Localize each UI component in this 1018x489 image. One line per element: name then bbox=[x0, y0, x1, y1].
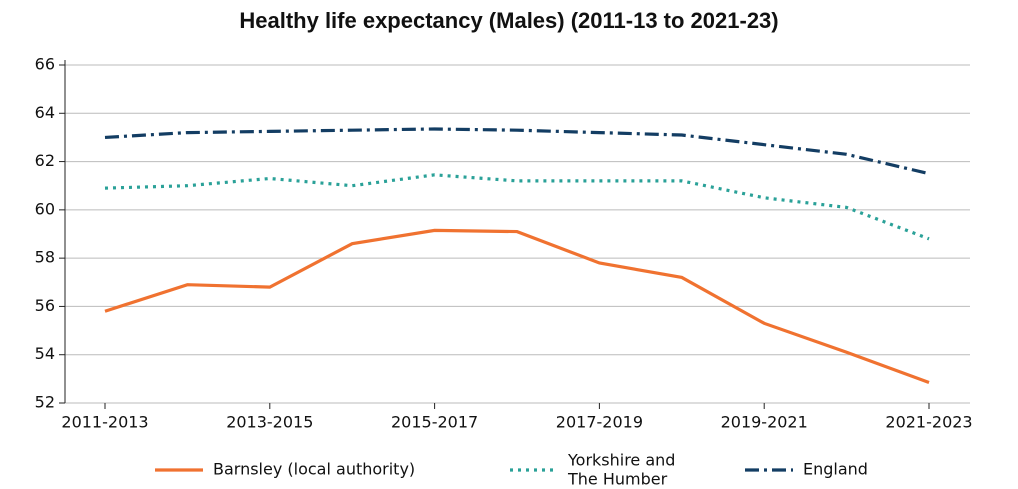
series-line bbox=[104, 173, 930, 241]
x-tick-label: 2021-2023 bbox=[885, 413, 972, 432]
y-tick-label: 56 bbox=[35, 296, 55, 315]
x-tick-label: 2019-2021 bbox=[721, 413, 808, 432]
y-tick-label: 52 bbox=[35, 393, 55, 412]
legend-label: Yorkshire and The Humber bbox=[567, 450, 675, 488]
y-tick-label: 60 bbox=[35, 199, 55, 218]
x-tick-label: 2011-2013 bbox=[61, 413, 148, 432]
y-tick-label: 54 bbox=[35, 344, 55, 363]
y-tick-label: 62 bbox=[35, 151, 55, 170]
x-tick-label: 2015-2017 bbox=[391, 413, 478, 432]
series-line bbox=[104, 228, 930, 384]
y-tick-label: 64 bbox=[35, 103, 55, 122]
chart-title: Healthy life expectancy (Males) (2011-13… bbox=[239, 8, 778, 33]
y-tick-label: 66 bbox=[35, 55, 55, 74]
x-tick-label: 2017-2019 bbox=[556, 413, 643, 432]
legend-label: Barnsley (local authority) bbox=[213, 460, 415, 479]
series-line bbox=[104, 127, 930, 176]
x-tick-label: 2013-2015 bbox=[226, 413, 313, 432]
y-tick-label: 58 bbox=[35, 248, 55, 267]
legend-label: England bbox=[803, 460, 868, 479]
